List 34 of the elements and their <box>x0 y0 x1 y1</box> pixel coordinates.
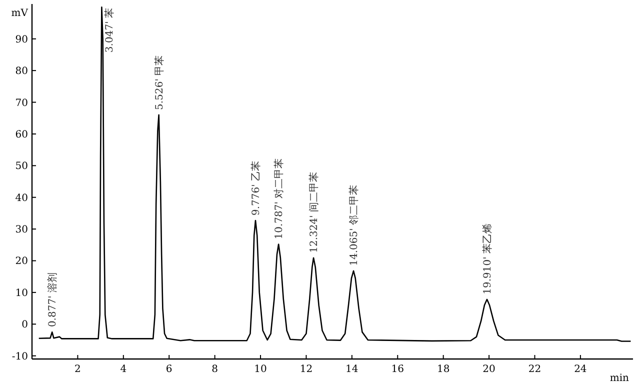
annotation: 0.877' 溶剂 <box>46 272 59 328</box>
y-tick-label: 10 <box>15 288 28 299</box>
x-tick-label: 18 <box>436 364 450 375</box>
x-tick-label: 4 <box>120 364 127 375</box>
x-tick-label: 20 <box>482 364 496 375</box>
x-tick-label: 10 <box>254 364 267 375</box>
y-tick-label: 0 <box>22 320 28 331</box>
x-tick-label: 12 <box>300 364 313 375</box>
annotation: 12.324' 间二甲苯 <box>308 172 320 253</box>
y-tick-label: 30 <box>15 224 28 236</box>
y-tick-label: 80 <box>15 66 28 78</box>
y-tick-label: 40 <box>15 192 28 204</box>
y-axis-title: mV <box>11 8 29 19</box>
annotation: 9.776' 乙苯 <box>250 160 262 216</box>
x-tick-label: 16 <box>391 364 404 375</box>
y-tick-label: 60 <box>15 129 28 140</box>
x-axis-title: min <box>610 373 630 384</box>
x-tick-label: 14 <box>346 364 358 375</box>
annotation: 3.047' 苯 <box>104 8 116 53</box>
annotation: 5.526' 甲苯 <box>153 55 166 110</box>
annotation: 10.787' 对二甲苯 <box>273 158 286 240</box>
x-tick-label: 24 <box>574 364 587 375</box>
y-tick-label: 70 <box>15 98 28 109</box>
x-tick-label: 2 <box>74 364 81 375</box>
y-tick-label: 20 <box>15 256 28 268</box>
y-tick-label: -10 <box>12 351 28 362</box>
annotation: 14.065' 邻二甲苯 <box>348 184 360 266</box>
y-tick-label: 90 <box>15 34 28 46</box>
y-tick-label: 50 <box>15 161 28 172</box>
line-series <box>38 6 632 342</box>
annotation: 19.910' 苯乙烯 <box>481 223 494 294</box>
x-tick-label: 8 <box>212 364 218 375</box>
x-tick-label: 6 <box>166 364 172 375</box>
x-tick-label: 22 <box>528 364 542 375</box>
